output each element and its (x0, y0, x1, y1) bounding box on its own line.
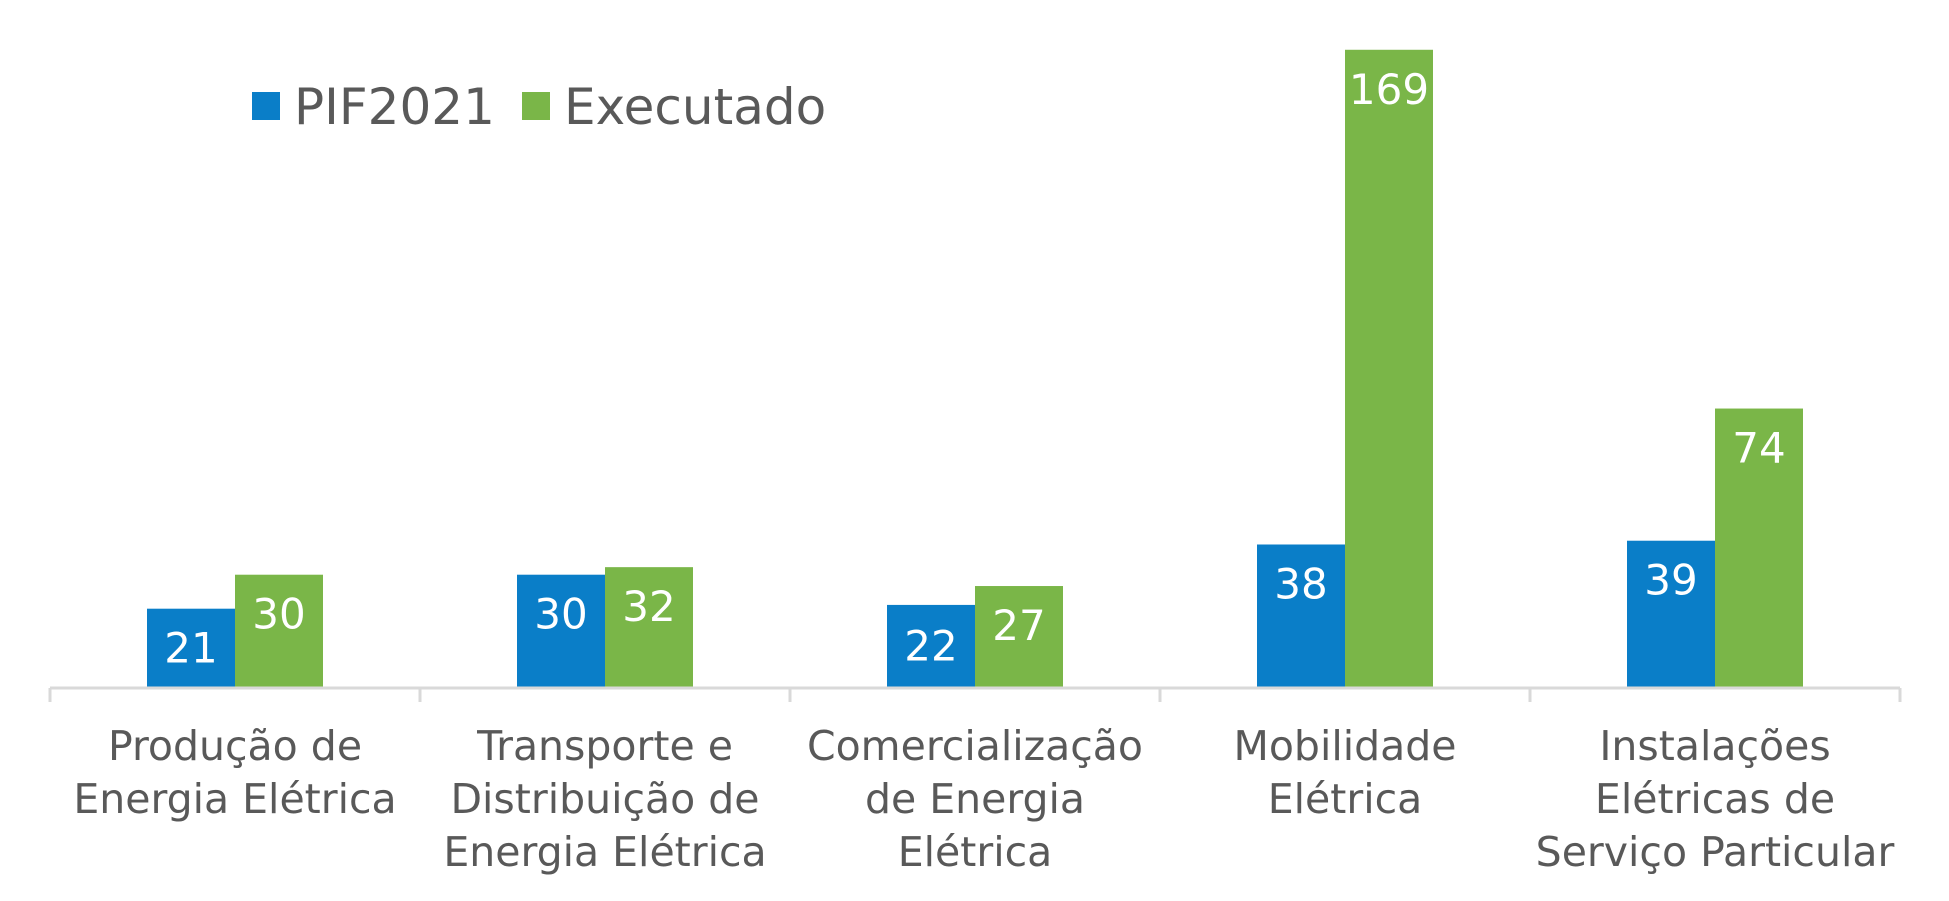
bar-pif2021-2 (887, 604, 975, 688)
bar-executado-4 (1715, 408, 1803, 688)
data-label-pif2021-3: 38 (1274, 559, 1327, 608)
x-axis (48, 686, 1902, 702)
legend: PIF2021 Executado (252, 78, 826, 136)
data-label-executado-0: 30 (252, 590, 305, 639)
bar-pif2021-3 (1257, 544, 1345, 688)
bar-executado-3 (1345, 49, 1433, 688)
bar-pif2021-0 (147, 608, 235, 688)
bar-pif2021-1 (517, 574, 605, 688)
legend-swatch-pif2021 (252, 92, 280, 120)
legend-swatch-executado (522, 92, 550, 120)
bar-executado-1 (605, 567, 693, 688)
legend-label-executado: Executado (564, 78, 826, 136)
data-label-executado-4: 74 (1732, 424, 1785, 473)
category-label: Comercialização de Energia Elétrica (807, 722, 1143, 876)
category-label: Instalações Elétricas de Serviço Particula… (1536, 722, 1895, 876)
data-label-executado-3: 169 (1349, 65, 1429, 114)
category-label: Produção de Energia Elétrica (73, 722, 396, 823)
data-label-pif2021-2: 22 (904, 621, 957, 670)
category-label: Transporte e Distribuição de Energia Elétr… (443, 722, 766, 876)
legend-label-pif2021: PIF2021 (294, 78, 495, 136)
bar-executado-2 (975, 586, 1063, 688)
data-label-pif2021-1: 30 (534, 590, 587, 639)
bars-group: 21 30 30 32 22 27 38 169 39 74 (147, 49, 1803, 688)
bar-pif2021-4 (1627, 540, 1715, 688)
data-label-pif2021-0: 21 (164, 623, 217, 672)
bar-executado-0 (235, 574, 323, 688)
data-label-executado-1: 32 (622, 582, 675, 631)
category-label: Mobilidade Elétrica (1233, 722, 1456, 823)
data-label-executado-2: 27 (992, 601, 1045, 650)
data-label-pif2021-4: 39 (1644, 556, 1697, 605)
